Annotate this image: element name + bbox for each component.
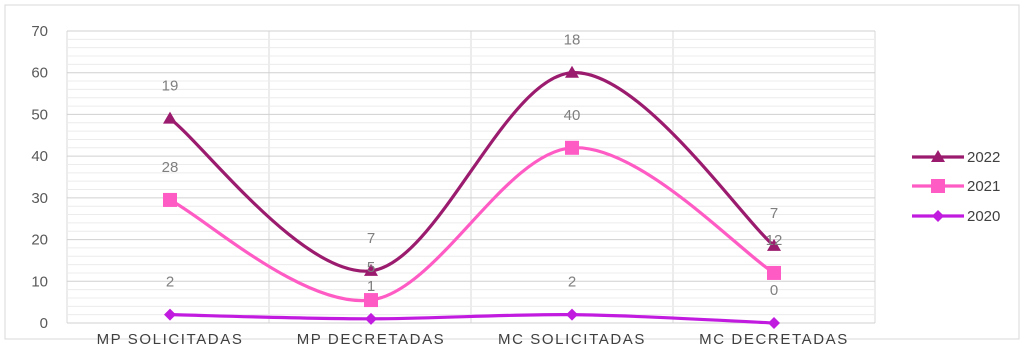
data-point-2022: [565, 65, 579, 78]
data-label-2020: 2: [166, 274, 174, 291]
y-tick-label: 0: [40, 315, 48, 332]
legend-marker: [931, 179, 945, 193]
data-point-2020: [164, 308, 176, 321]
data-point-2022: [163, 111, 177, 124]
legend-entry-2022: 2022: [912, 149, 1000, 166]
data-label-2021: 40: [564, 107, 581, 124]
y-tick-label: 50: [31, 106, 48, 123]
legend-marker: [931, 150, 945, 162]
series-line-2020: [168, 312, 776, 325]
series-line-2021: [168, 146, 776, 303]
series-line-2022: [168, 71, 776, 273]
data-point-2022: [767, 238, 781, 251]
series-2020: [164, 308, 780, 329]
data-label-2020: 2: [568, 274, 576, 291]
legend-label: 2020: [967, 208, 1000, 225]
data-label-2022: 7: [367, 230, 375, 247]
data-point-2021: [364, 293, 378, 308]
series-2021: [163, 140, 781, 308]
data-point-2020: [566, 308, 578, 321]
data-point-2020: [768, 317, 780, 329]
chart-border: [4, 4, 1020, 340]
x-category-label: MC DECRETADAS: [699, 331, 849, 348]
data-label-2020: 0: [770, 282, 778, 299]
legend-marker: [932, 210, 944, 222]
data-label-2021: 28: [162, 159, 179, 176]
data-label-2021: 12: [766, 232, 783, 249]
data-label-2022: 7: [770, 205, 778, 222]
x-category-label: MP DECRETADAS: [297, 331, 446, 348]
y-tick-label: 40: [31, 148, 48, 165]
data-label-2022: 19: [162, 78, 179, 95]
data-point-2021: [163, 192, 177, 207]
y-tick-label: 10: [31, 273, 48, 290]
gridlines: [66, 30, 876, 324]
legend-entry-2021: 2021: [912, 178, 1000, 195]
data-point-2022: [364, 263, 378, 276]
x-category-label: MP SOLICITADAS: [97, 331, 244, 348]
y-tick-label: 30: [31, 190, 48, 207]
data-label-2021: 5: [367, 259, 375, 276]
legend-label: 2022: [967, 149, 1000, 166]
data-point-2021: [767, 265, 781, 280]
data-point-2021: [565, 140, 579, 155]
y-tick-label: 70: [31, 23, 48, 40]
x-category-label: MC SOLICITADAS: [498, 331, 646, 348]
legend-entry-2020: 2020: [912, 208, 1000, 225]
series-lines: [163, 65, 781, 329]
legend-label: 2021: [967, 178, 1000, 195]
y-tick-label: 20: [31, 232, 48, 249]
data-label-2022: 18: [564, 32, 581, 49]
series-2022: [163, 65, 781, 276]
data-label-2020: 1: [367, 278, 375, 295]
legend: 2022 2021 2020: [912, 149, 1000, 225]
data-point-2020: [365, 312, 377, 325]
y-tick-label: 60: [31, 65, 48, 82]
